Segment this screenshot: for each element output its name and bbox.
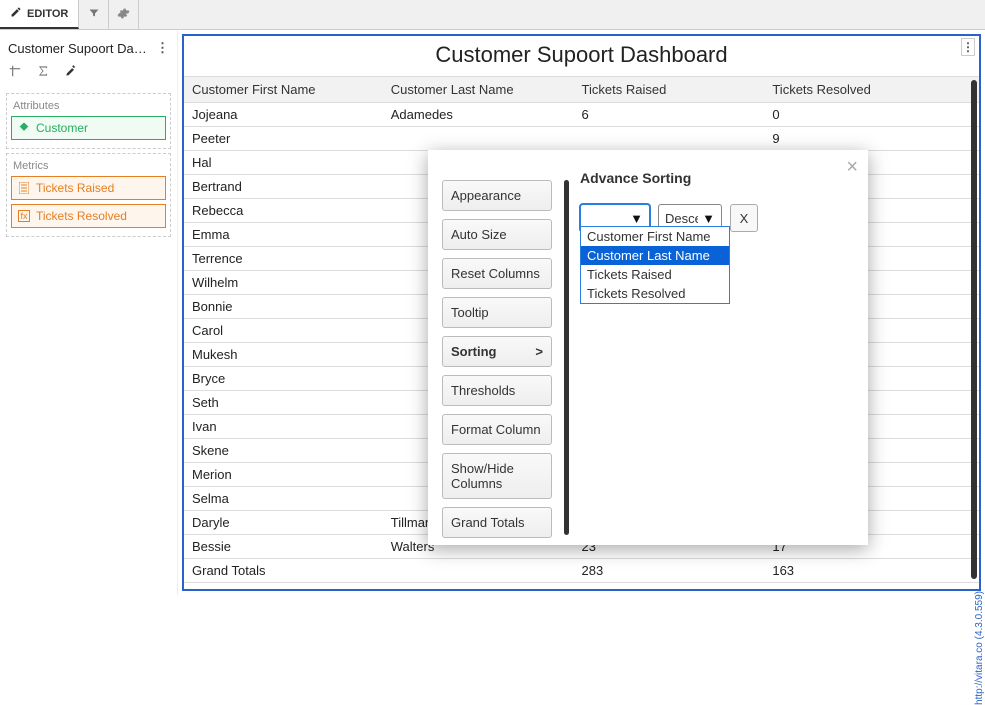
right-panel: ⋮ Customer Supoort Dashboard Customer Fi… (178, 30, 985, 595)
sigma-icon[interactable] (36, 64, 50, 81)
table-cell: 0 (764, 103, 979, 127)
gear-icon (117, 7, 130, 23)
caret-down-icon: ▼ (702, 211, 715, 226)
metric-item-label: Tickets Resolved (36, 209, 127, 223)
modal-menu-item[interactable]: Appearance (442, 180, 552, 211)
metrics-label: Metrics (11, 158, 166, 176)
table-cell: Bonnie (184, 295, 383, 319)
table-cell: Mukesh (184, 343, 383, 367)
diamond-icon (18, 122, 30, 134)
table-cell: Bertrand (184, 175, 383, 199)
metric-item[interactable]: fx Tickets Resolved (11, 204, 166, 228)
table-row[interactable]: JojeanaAdamedes60 (184, 103, 979, 127)
column-header[interactable]: Customer Last Name (383, 77, 574, 103)
table-cell: 163 (764, 559, 979, 583)
left-panel: Customer Supoort Da… ⋮ Attributes Custom… (0, 30, 178, 595)
modal-menu-item[interactable]: Auto Size (442, 219, 552, 250)
column-header[interactable]: Tickets Raised (574, 77, 765, 103)
table-cell: Peeter (184, 127, 383, 151)
table-cell (574, 127, 765, 151)
shape-tool-icon[interactable] (8, 64, 22, 81)
vertical-scrollbar[interactable] (971, 80, 977, 579)
column-header[interactable]: Customer First Name (184, 77, 383, 103)
tab-filter[interactable] (79, 0, 109, 29)
footer-link[interactable]: http://vitara.co (4.3.0.559) (974, 591, 985, 705)
pencil-icon (10, 6, 22, 21)
attributes-label: Attributes (11, 98, 166, 116)
tab-editor[interactable]: EDITOR (0, 0, 79, 29)
sort-field-dropdown: Customer First NameCustomer Last NameTic… (580, 226, 730, 304)
top-tabs: EDITOR (0, 0, 985, 30)
modal-menu-item[interactable]: Reset Columns (442, 258, 552, 289)
table-cell: Hal (184, 151, 383, 175)
modal-menu: Appearance Auto Size Reset Columns Tooltip S… (428, 150, 568, 545)
table-cell: Skene (184, 439, 383, 463)
tab-editor-label: EDITOR (27, 8, 68, 20)
remove-sort-label: X (740, 211, 749, 226)
table-cell: Seth (184, 391, 383, 415)
table-cell: Adamedes (383, 103, 574, 127)
table-cell: 283 (574, 559, 765, 583)
dashboard-title: Customer Supoort Dashboard (184, 36, 979, 76)
column-header[interactable]: Tickets Resolved (764, 77, 979, 103)
fx-icon: fx (18, 210, 30, 222)
table-cell: Jojeana (184, 103, 383, 127)
table-row[interactable]: Peeter 9 (184, 127, 979, 151)
sort-order-value: Desce (665, 211, 698, 226)
table-cell: Selma (184, 487, 383, 511)
table-cell: Bessie (184, 535, 383, 559)
modal-menu-item[interactable]: Show/Hide Columns (442, 453, 552, 499)
settings-modal: × AppearanceAuto SizeReset ColumnsToolti… (428, 150, 868, 545)
modal-menu-item-label: Sorting (451, 344, 497, 359)
dashboard-menu-dots[interactable]: ⋮ (961, 38, 975, 56)
modal-content: Advance Sorting ▼ Desce ▼ X Customer Fir… (568, 150, 868, 545)
table-cell: Terrence (184, 247, 383, 271)
table-cell: Grand Totals (184, 559, 383, 583)
modal-menu-item[interactable]: Grand Totals (442, 507, 552, 538)
filter-icon (88, 7, 100, 22)
table-cell: 6 (574, 103, 765, 127)
dropdown-option[interactable]: Tickets Raised (581, 265, 729, 284)
modal-menu-item[interactable]: Format Column (442, 414, 552, 445)
table-cell: Rebecca (184, 199, 383, 223)
dropdown-option[interactable]: Customer Last Name (581, 246, 729, 265)
table-cell: Merion (184, 463, 383, 487)
dataset-menu-dots[interactable]: ⋮ (156, 40, 169, 56)
sheet-icon (18, 182, 30, 194)
dropdown-option[interactable]: Tickets Resolved (581, 284, 729, 303)
dataset-title: Customer Supoort Da… (8, 41, 147, 56)
metrics-group: Metrics Tickets Raised fx Tickets Resolv… (6, 153, 171, 237)
tab-settings[interactable] (109, 0, 139, 29)
dropdown-option[interactable]: Customer First Name (581, 227, 729, 246)
table-totals-row: Grand Totals 283163 (184, 559, 979, 583)
metric-item[interactable]: Tickets Raised (11, 176, 166, 200)
modal-menu-item[interactable]: Sorting > (442, 336, 552, 367)
caret-down-icon: ▼ (630, 211, 643, 226)
table-cell (383, 127, 574, 151)
table-cell: Wilhelm (184, 271, 383, 295)
attribute-item-label: Customer (36, 121, 88, 135)
table-cell: Daryle (184, 511, 383, 535)
metric-item-label: Tickets Raised (36, 181, 114, 195)
modal-menu-item[interactable]: Thresholds (442, 375, 552, 406)
table-cell: Ivan (184, 415, 383, 439)
chevron-right-icon: > (535, 344, 543, 359)
attribute-item[interactable]: Customer (11, 116, 166, 140)
remove-sort-button[interactable]: X (730, 204, 758, 232)
table-cell: 9 (764, 127, 979, 151)
highlighter-icon[interactable] (64, 64, 78, 81)
modal-menu-item[interactable]: Tooltip (442, 297, 552, 328)
attributes-group: Attributes Customer (6, 93, 171, 149)
modal-title: Advance Sorting (580, 170, 850, 186)
table-cell: Bryce (184, 367, 383, 391)
table-cell: Carol (184, 319, 383, 343)
table-cell (383, 559, 574, 583)
table-cell: Emma (184, 223, 383, 247)
